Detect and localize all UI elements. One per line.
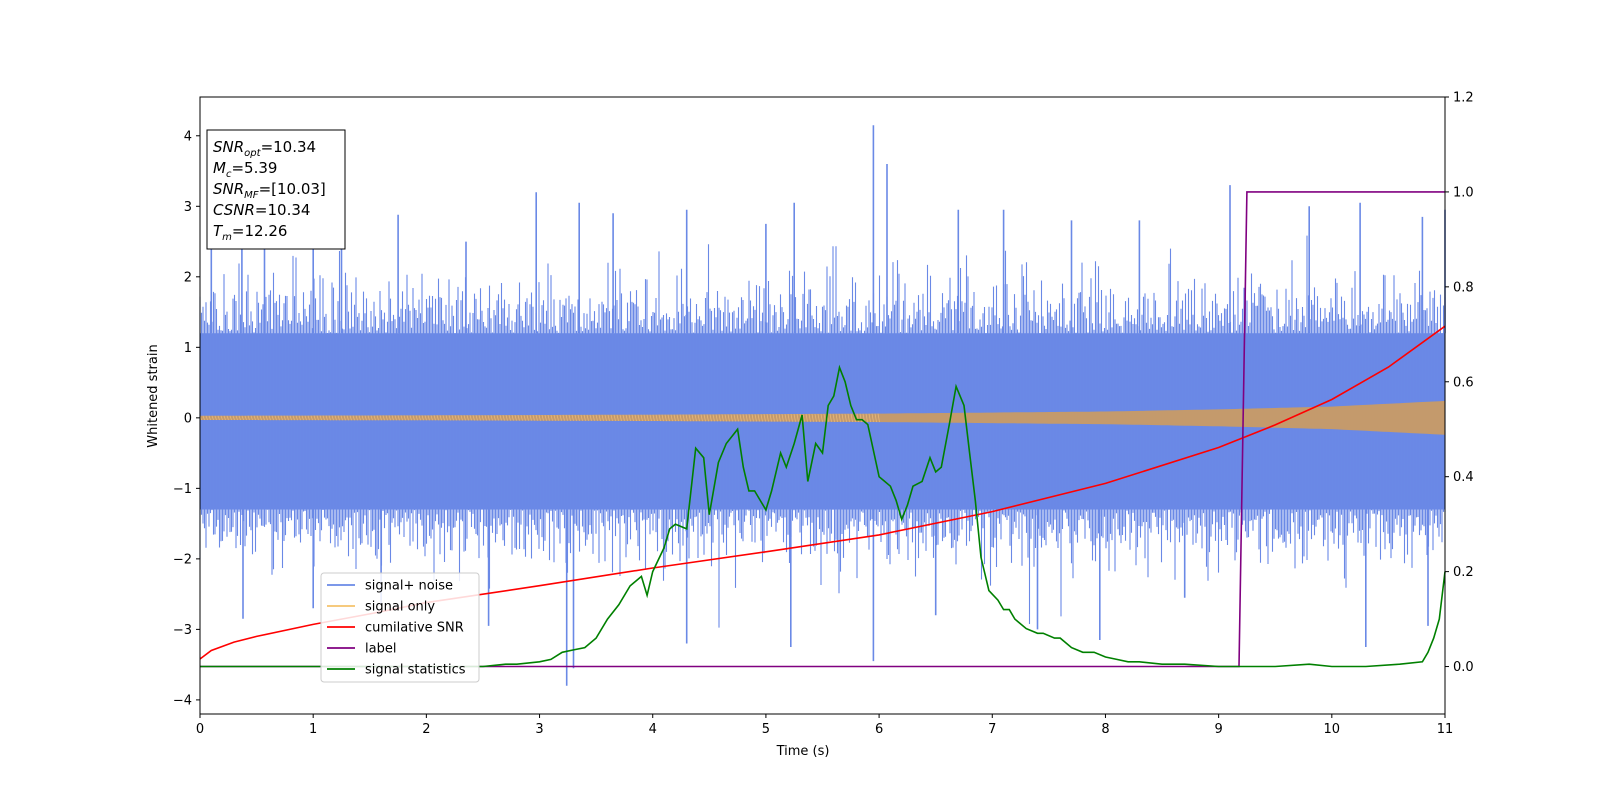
series-cumilative-snr (199, 325, 1446, 660)
annotation-line: CSNR=10.34 (213, 201, 310, 219)
y-tick-label: 2 (184, 270, 192, 285)
legend-box (320, 572, 480, 683)
x-tick-label: 5 (762, 722, 770, 737)
legend: signal+ noise signal only cumilative SNR la… (320, 572, 480, 683)
y-tick-label: −4 (173, 693, 192, 708)
x-axis-label: Time (s) (776, 744, 830, 759)
signal-only-chirp (199, 400, 1445, 435)
x-tick-label: 10 (1324, 722, 1341, 737)
y2-tick-label: 0.6 (1453, 375, 1474, 390)
y2-tick-label: 0.8 (1453, 280, 1474, 295)
stats-annotation: SNRopt=10.34Mc=5.39SNRMF=[10.03]CSNR=10.… (206, 129, 346, 250)
legend-label: signal statistics (365, 663, 466, 678)
series-signal-statistics (200, 364, 1446, 668)
x-tick-label: 6 (875, 722, 883, 737)
x-tick-label: 9 (1214, 722, 1222, 737)
y-axis-label: Whitened strain (146, 344, 161, 447)
legend-label: signal only (365, 600, 435, 615)
y-tick-label: 1 (184, 341, 192, 356)
y2-tick-label: 0.4 (1453, 470, 1474, 485)
y2-tick-label: 0.0 (1453, 660, 1474, 675)
x-tick-label: 1 (309, 722, 317, 737)
noise-extremes (210, 125, 1446, 686)
x-tick-label: 11 (1437, 722, 1454, 737)
x-tick-label: 8 (1101, 722, 1109, 737)
series-lines (199, 191, 1446, 668)
y-tick-label: 3 (184, 200, 192, 215)
annotation-box (206, 129, 346, 250)
y-tick-label: −2 (173, 552, 192, 567)
legend-label: signal+ noise (365, 579, 453, 594)
legend-label: cumilative SNR (365, 621, 464, 636)
y-tick-label: −1 (173, 482, 192, 497)
y-axis-ticks: −4 −3 −2 −1 0 1 2 3 4 (173, 129, 200, 708)
legend-label: label (365, 642, 396, 657)
y-tick-label: 4 (184, 129, 192, 144)
x-tick-label: 0 (196, 722, 204, 737)
y2-tick-label: 1.2 (1453, 91, 1474, 106)
x-tick-label: 3 (535, 722, 543, 737)
series-label (200, 191, 1445, 668)
x-tick-label: 2 (422, 722, 430, 737)
y2-tick-label: 1.0 (1453, 185, 1474, 200)
annotation-line: SNRMF=[10.03] (213, 180, 326, 201)
y-tick-label: 0 (184, 411, 192, 426)
annotation-line: Tm=12.26 (213, 222, 287, 243)
chirp-oscillation (199, 413, 880, 423)
y2-axis-ticks: 0.0 0.2 0.4 0.6 0.8 1.0 1.2 (1445, 91, 1474, 675)
chirp-envelope (200, 400, 1445, 435)
y2-tick-label: 0.2 (1453, 565, 1474, 580)
x-tick-label: 4 (649, 722, 657, 737)
annotation-line: SNRopt=10.34 (213, 138, 316, 159)
x-tick-label: 7 (988, 722, 996, 737)
x-axis-ticks: 0 1 2 3 4 5 6 7 8 9 10 11 (196, 714, 1453, 737)
plot-frame (199, 96, 1446, 715)
y-tick-label: −3 (173, 623, 192, 638)
annotation-line: Mc=5.39 (213, 159, 277, 180)
